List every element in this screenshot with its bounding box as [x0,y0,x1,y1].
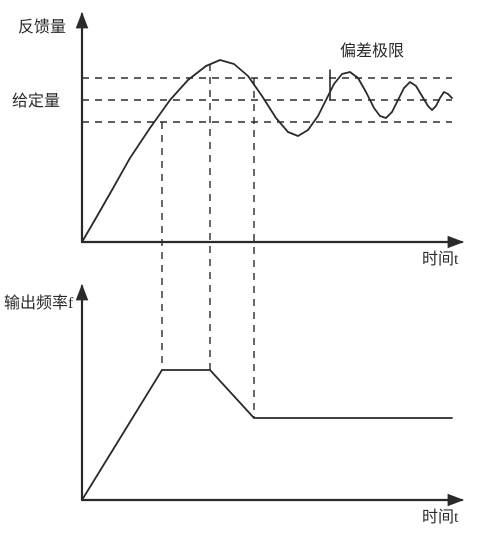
x-axis-label-top: 时间t [422,250,459,268]
bottom-plot [82,370,452,500]
frequency-curve [82,370,452,500]
deviation-limit-label: 偏差极限 [340,42,404,60]
y-axis-label-bottom: 输出频率f [4,294,74,312]
setpoint-label: 给定量 [12,92,60,110]
x-axis-label-bottom: 时间t [422,508,459,526]
response-curve [82,60,452,242]
top-plot [82,60,452,242]
y-axis-label-top: 反馈量 [18,18,66,36]
